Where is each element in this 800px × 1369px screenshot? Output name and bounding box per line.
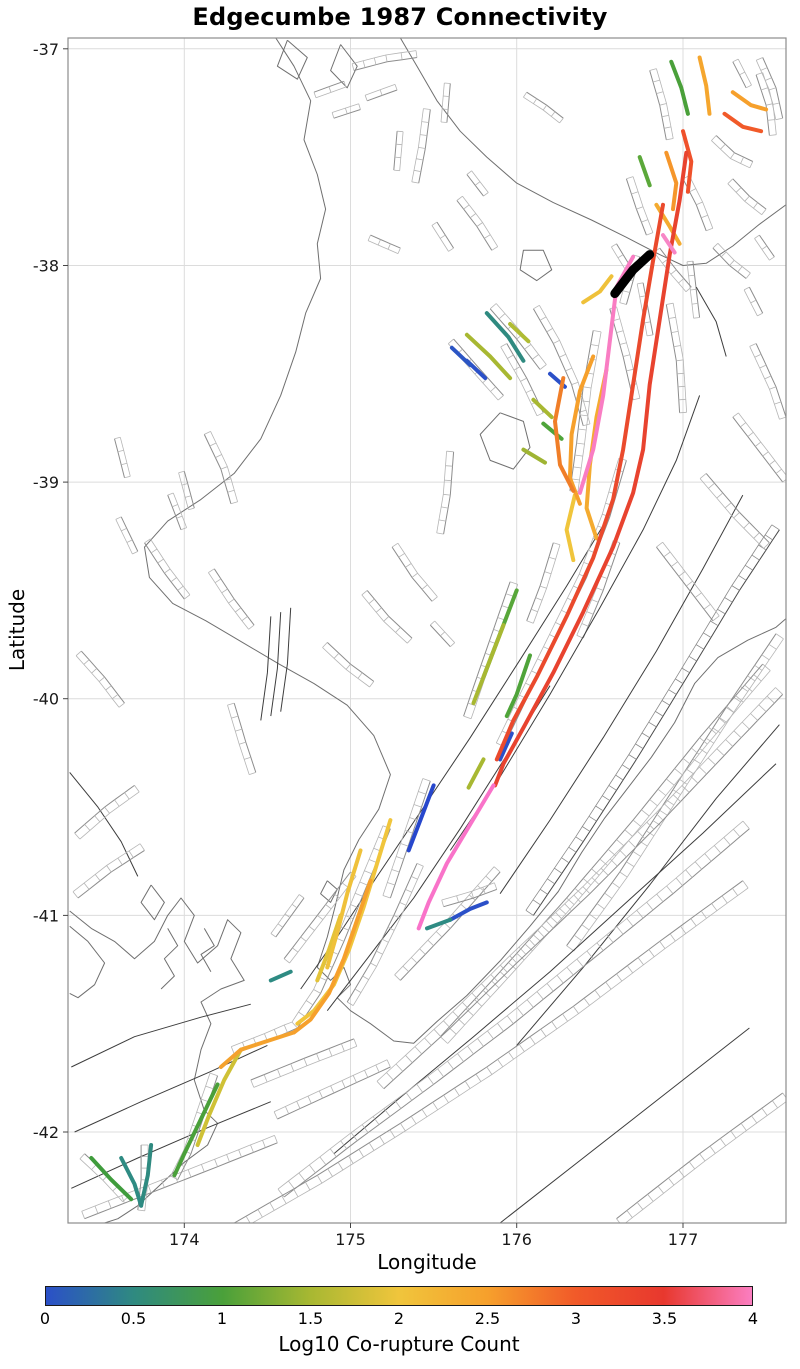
axis-ticks: 174 175 176 177 -37 -38 -39 -40 -41 -42 xyxy=(33,40,698,1249)
svg-text:174: 174 xyxy=(169,1230,200,1249)
svg-text:-37: -37 xyxy=(33,40,59,59)
colorbar-tick-label: 1.5 xyxy=(297,1309,324,1328)
colorbar-tick-label: 3.5 xyxy=(651,1309,678,1328)
colorbar-ticks: 0 0.5 1 1.5 2 2.5 3 3.5 4 xyxy=(40,1306,758,1331)
gridlines xyxy=(68,38,786,1223)
svg-text:175: 175 xyxy=(335,1230,366,1249)
colorbar-tick-label: 2.5 xyxy=(474,1309,501,1328)
colorbar-tick-label: 1 xyxy=(216,1309,228,1328)
plot-frame xyxy=(67,37,787,1224)
svg-text:-39: -39 xyxy=(33,473,59,492)
chart-title: Edgecumbe 1987 Connectivity xyxy=(192,3,608,31)
colorbar-tick-label: 2 xyxy=(393,1309,405,1328)
svg-text:-42: -42 xyxy=(33,1123,59,1142)
ruptures xyxy=(89,55,769,1208)
svg-text:-40: -40 xyxy=(33,690,59,709)
svg-text:-41: -41 xyxy=(33,906,59,925)
svg-text:177: 177 xyxy=(668,1230,699,1249)
colorbar-tick-label: 0 xyxy=(39,1309,51,1328)
colorbar-tick-label: 4 xyxy=(747,1309,759,1328)
map-plot: 174 175 176 177 -37 -38 -39 -40 -41 -42 xyxy=(33,37,787,1249)
colorbar-tick-label: 3 xyxy=(570,1309,582,1328)
svg-text:-38: -38 xyxy=(33,257,59,276)
x-axis-label: Longitude xyxy=(377,1250,477,1274)
colorbar-tick-label: 0.5 xyxy=(120,1309,147,1328)
coastlines xyxy=(69,38,786,1223)
colorbar: 0 0.5 1 1.5 2 2.5 3 3.5 4 Log10 Co-rupture Count xyxy=(40,1286,758,1356)
colorbar-label: Log10 Co-rupture Count xyxy=(278,1332,520,1356)
colorbar-gradient xyxy=(45,1286,753,1306)
svg-text:176: 176 xyxy=(501,1230,532,1249)
background-faults xyxy=(69,50,786,1223)
